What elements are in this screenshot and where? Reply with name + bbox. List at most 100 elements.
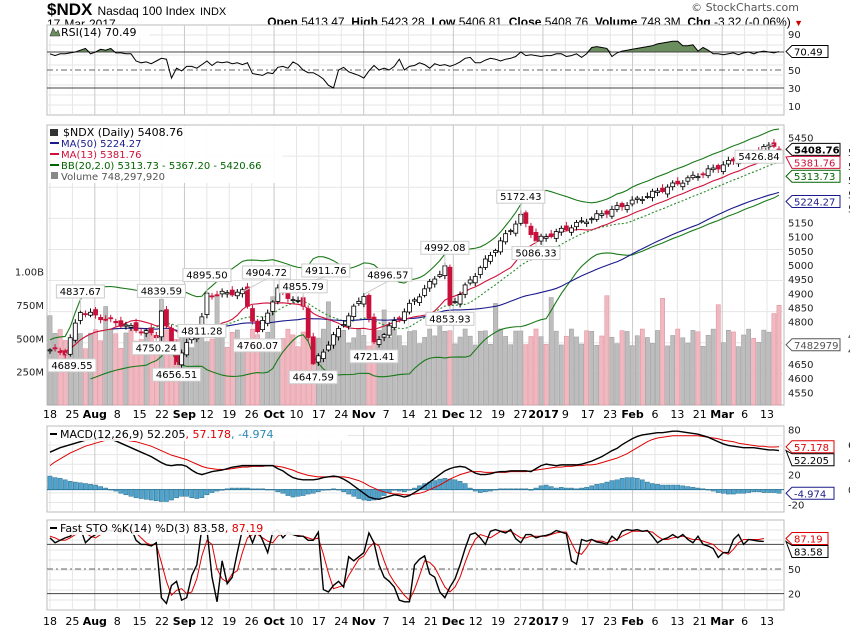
candle-body (513, 223, 519, 234)
price-x-tick: 9 (562, 408, 569, 421)
candle-body (574, 222, 579, 228)
candle-body (528, 225, 534, 236)
macd-histogram-bar (179, 489, 184, 497)
macd-histogram-bar (457, 481, 463, 490)
sto-x-tick: 22 (155, 615, 169, 628)
price-y-tick: 4650 (788, 360, 813, 371)
macd-histogram-bar (164, 489, 169, 502)
macd-histogram-bar (148, 489, 154, 501)
volume-bar (376, 330, 382, 406)
volume-bar (280, 338, 286, 406)
candle-body (320, 351, 326, 359)
price-annotation: 4896.57 (367, 270, 408, 281)
price-annotation-box (136, 283, 186, 298)
volume-y-tick: 750M (16, 301, 44, 312)
price-x-tick: 8 (114, 408, 121, 421)
sto-x-tick: 2017 (528, 615, 559, 628)
price-annotation-box (278, 279, 328, 294)
candle-body (523, 212, 529, 224)
macd-histogram-bar (57, 478, 63, 490)
price-x-tick: 17 (581, 408, 595, 421)
macd-histogram-bar (234, 487, 240, 490)
volume-bar (483, 330, 488, 406)
candle-body (644, 196, 650, 198)
price-annotation: 4689.55 (51, 361, 92, 372)
macd-histogram-bar (103, 487, 109, 490)
volume-bar (503, 336, 508, 406)
candle-body (179, 352, 185, 366)
price-annotation: 5086.33 (515, 249, 556, 260)
candle-body (336, 328, 341, 338)
macd-histogram-bar (336, 489, 341, 491)
macd-histogram-bar (523, 488, 529, 490)
macd-value-tag-text: 52.205 (794, 456, 829, 467)
price-value-tag (785, 338, 841, 352)
volume-y-tick: 500M (16, 334, 44, 345)
price-x-tick: 21 (424, 408, 438, 421)
volume-bar (634, 335, 640, 406)
price-y-tick: 5050 (788, 247, 813, 258)
candle-body (715, 165, 721, 170)
price-annotation-box (47, 358, 97, 373)
candle-body (270, 301, 276, 312)
sto-x-tick: Aug (83, 615, 107, 628)
macd-histogram-bar (118, 489, 124, 494)
candle-body (412, 299, 417, 302)
price-value-tag-text: 5381.76 (794, 158, 835, 169)
macd-histogram-bar (574, 488, 579, 490)
price-annotation: 4855.79 (282, 282, 323, 293)
sto-title-bg (48, 521, 298, 535)
volume-bar (564, 335, 569, 406)
sto-x-tick: 21 (424, 615, 438, 628)
macd-value-tag (785, 449, 835, 467)
candle-body (538, 235, 544, 242)
volume-bar (645, 337, 650, 406)
price-annotation: 4895.50 (186, 271, 227, 282)
candle-body (417, 296, 422, 303)
macd-histogram-bar (432, 480, 438, 490)
rsi-title: RSI(14) 70.49 (61, 26, 136, 39)
sto-x-tick: Sep (173, 615, 196, 628)
candlestick-icon (50, 129, 58, 136)
volume-bar (143, 329, 149, 406)
price-annotation: 4992.08 (424, 243, 465, 254)
volume-bar (579, 343, 584, 406)
chart-header: $NDX Nasdaq 100 Index INDX (47, 0, 226, 20)
price-annotation-box (177, 323, 227, 338)
price-y-tick: 5200 (848, 204, 850, 215)
candle-body (558, 227, 564, 233)
price-annotation: 4721.41 (353, 352, 394, 363)
price-x-tick: 13 (760, 408, 774, 421)
candle-body (680, 182, 686, 188)
macd-histogram-bar (123, 489, 129, 496)
macd-histogram-bar (290, 489, 296, 498)
macd-histogram-bar (705, 489, 711, 491)
volume-bar (680, 337, 686, 406)
candle-body (508, 230, 514, 233)
candle-body (275, 287, 281, 302)
sto-x-tick: 21 (693, 615, 707, 628)
price-value-tag-text: 5224.27 (794, 198, 835, 209)
rsi-value-tag-text: 70.49 (794, 48, 823, 59)
volume-bar (432, 335, 438, 406)
candle-body (695, 176, 701, 179)
macd-histogram-bar (695, 487, 701, 490)
macd-histogram-bar (371, 489, 377, 501)
price-x-tick: Sep (173, 408, 196, 421)
macd-histogram-bar (72, 481, 78, 490)
macd-histogram-bar (609, 480, 615, 490)
macd-histogram-bar (199, 489, 205, 499)
price-x-tick: 22 (155, 408, 169, 421)
macd-histogram-bar (169, 489, 174, 501)
candle-body (143, 330, 149, 334)
macd-histogram-bar (731, 489, 736, 495)
candle-body (376, 339, 382, 345)
macd-histogram-bar (670, 484, 676, 490)
macd-histogram-bar (624, 477, 630, 490)
volume-bar (108, 329, 114, 406)
price-x-tick: 19 (491, 408, 505, 421)
price-legend-bg (48, 126, 283, 183)
price-y-tick: 4800 (788, 318, 813, 329)
volume-bar (761, 329, 767, 406)
